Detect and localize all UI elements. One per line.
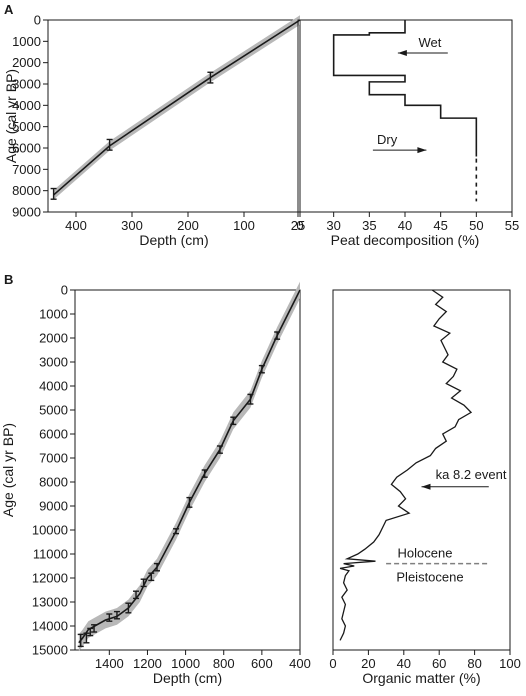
label-ka-8-2-event: ka 8.2 event	[436, 467, 507, 482]
age-depth-line-0	[53, 19, 301, 196]
x-tick-label-1-5: 50	[469, 218, 483, 233]
y-tick-label-0-6: 6000	[12, 141, 41, 156]
panel-letter-A: A	[4, 2, 14, 17]
y-axis-label-0: Age (cal yr BP)	[3, 69, 19, 163]
x-tick-label-2-1: 1200	[133, 656, 162, 671]
y-tick-label-2-3: 3000	[39, 355, 68, 370]
x-tick-label-3-1: 20	[361, 656, 375, 671]
x-tick-label-0-3: 100	[233, 218, 255, 233]
y-tick-label-0-5: 5000	[12, 119, 41, 134]
x-tick-label-3-4: 80	[467, 656, 481, 671]
y-tick-label-0-9: 9000	[12, 205, 41, 220]
x-tick-label-1-1: 30	[326, 218, 340, 233]
annotation-wet: Wet	[419, 35, 442, 50]
label-pleistocene: Pleistocene	[396, 570, 463, 585]
x-tick-label-0-2: 200	[177, 218, 199, 233]
x-tick-label-1-6: 55	[505, 218, 519, 233]
y-tick-label-2-2: 2000	[39, 331, 68, 346]
y-tick-label-2-6: 6000	[39, 427, 68, 442]
x-tick-label-2-3: 800	[213, 656, 235, 671]
y-tick-label-2-10: 10000	[32, 523, 68, 538]
y-tick-label-2-13: 13000	[32, 595, 68, 610]
annotation-dry: Dry	[377, 132, 398, 147]
y-tick-label-0-1: 1000	[12, 34, 41, 49]
x-tick-label-0-4: 0	[296, 218, 303, 233]
plot-frame-2	[74, 289, 301, 651]
y-tick-label-2-12: 12000	[32, 571, 68, 586]
panel-letter-B: B	[4, 272, 13, 287]
age-depth-line-2	[78, 289, 301, 644]
plot-frame-1	[297, 19, 513, 213]
x-tick-label-1-4: 45	[433, 218, 447, 233]
organic-matter-line	[339, 289, 473, 641]
y-tick-label-2-0: 0	[61, 283, 68, 298]
x-tick-label-3-2: 40	[397, 656, 411, 671]
x-tick-label-0-0: 400	[65, 218, 87, 233]
x-axis-label-3: Organic matter (%)	[362, 670, 480, 686]
decomposition-step-line	[332, 20, 478, 157]
x-tick-label-1-0: 25	[291, 218, 305, 233]
event-arrow-head	[421, 483, 431, 490]
y-tick-label-0-2: 2000	[12, 55, 41, 70]
y-tick-label-0-0: 0	[34, 13, 41, 28]
x-tick-label-1-3: 40	[398, 218, 412, 233]
y-tick-label-0-7: 7000	[12, 162, 41, 177]
uncertainty-band-0	[53, 15, 300, 200]
y-tick-label-2-8: 8000	[39, 475, 68, 490]
y-tick-label-2-9: 9000	[39, 499, 68, 514]
x-tick-label-3-5: 100	[499, 656, 521, 671]
y-tick-label-2-5: 5000	[39, 403, 68, 418]
annotation-arrow-0-head	[397, 50, 407, 56]
x-tick-label-3-0: 0	[329, 656, 336, 671]
x-tick-label-3-3: 60	[432, 656, 446, 671]
label-holocene: Holocene	[398, 546, 453, 561]
x-tick-label-2-4: 600	[251, 656, 273, 671]
y-axis-label-2: Age (cal yr BP)	[0, 423, 16, 517]
x-axis-label-1: Peat decomposition (%)	[331, 232, 480, 248]
plot-frame-3	[332, 289, 511, 651]
x-tick-label-2-5: 400	[289, 656, 311, 671]
x-axis-label-2: Depth (cm)	[153, 670, 222, 686]
x-tick-label-0-1: 300	[121, 218, 143, 233]
y-tick-label-0-4: 4000	[12, 98, 41, 113]
y-tick-label-0-3: 3000	[12, 77, 41, 92]
plot-frame-0	[47, 19, 301, 213]
y-tick-label-2-1: 1000	[39, 307, 68, 322]
y-tick-label-2-7: 7000	[39, 451, 68, 466]
annotation-arrow-1-head	[417, 147, 427, 154]
uncertainty-band-2	[78, 281, 300, 652]
x-tick-label-2-2: 1000	[171, 656, 200, 671]
x-axis-label-0: Depth (cm)	[139, 232, 208, 248]
y-tick-label-2-14: 14000	[32, 619, 68, 634]
x-tick-label-1-2: 35	[362, 218, 376, 233]
y-tick-label-2-15: 15000	[32, 643, 68, 658]
y-tick-label-2-4: 4000	[39, 379, 68, 394]
y-tick-label-0-8: 8000	[12, 183, 41, 198]
x-tick-label-2-0: 1400	[95, 656, 124, 671]
y-tick-label-2-11: 11000	[33, 547, 68, 562]
